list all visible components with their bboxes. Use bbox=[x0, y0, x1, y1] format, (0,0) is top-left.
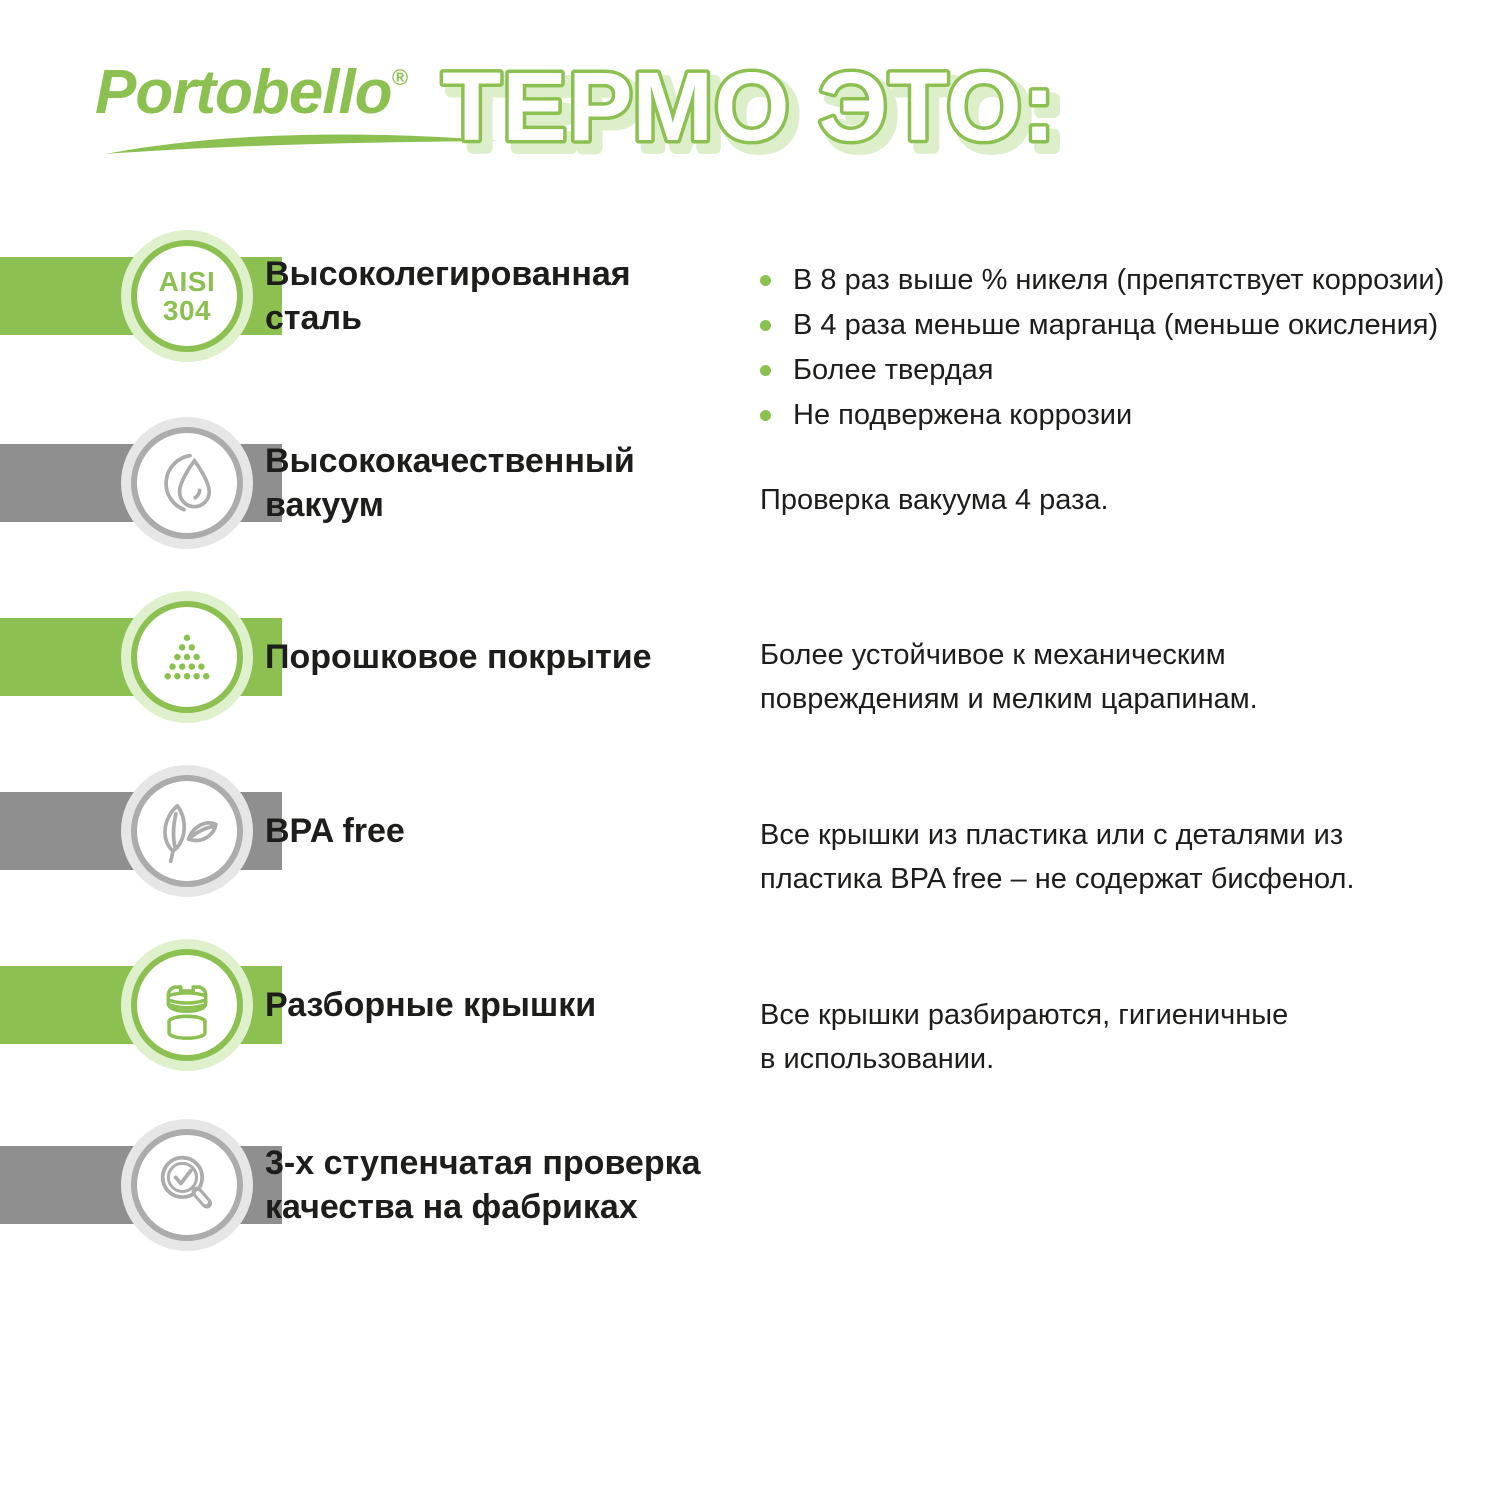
feature-title: 3-х ступенчатая проверка качества на фаб… bbox=[265, 1144, 701, 1226]
bullet-item: В 8 раз выше % никеля (препятствует корр… bbox=[760, 258, 1444, 303]
powder-badge bbox=[121, 591, 253, 723]
bullet-text: Не подвержена коррозии bbox=[793, 399, 1133, 431]
magnifier-check-icon bbox=[160, 1155, 213, 1209]
feature-title: Разборные крышки bbox=[265, 986, 597, 1024]
bullet-item: Более твердая bbox=[760, 348, 1444, 393]
badge-circle bbox=[131, 949, 243, 1061]
aisi-304-label: AISI 304 bbox=[159, 267, 215, 325]
powder-dots-icon bbox=[164, 634, 210, 680]
portobello-logo-text: Portobello® bbox=[95, 62, 501, 124]
water-drop-icon bbox=[164, 453, 212, 512]
bpa-badge bbox=[121, 765, 253, 897]
logo-swoosh-icon bbox=[105, 134, 497, 154]
feature-description: Более устойчивое к механическим поврежде… bbox=[760, 639, 1258, 715]
badge-circle bbox=[131, 775, 243, 887]
leaves-icon bbox=[163, 803, 218, 864]
vacuum-badge bbox=[121, 417, 253, 549]
bullet-item: Не подвержена коррозии bbox=[760, 393, 1444, 438]
feature-description: Все крышки из пластика или с деталями из… bbox=[760, 819, 1355, 895]
bullet-text: Более твердая bbox=[793, 354, 994, 386]
badge-circle bbox=[131, 427, 243, 539]
badge-circle bbox=[131, 1129, 243, 1241]
bullet-dot bbox=[760, 320, 771, 331]
feature-title: Высококачественный вакуум bbox=[265, 442, 635, 524]
portobello-logo: Portobello® bbox=[95, 62, 501, 158]
page-title-art: ТЕРМО ЭТО: ТЕРМО ЭТО: bbox=[439, 49, 1070, 176]
bullet-text: В 4 раза меньше марганца (меньше окислен… bbox=[793, 309, 1439, 341]
feature-description: Проверка вакуума 4 раза. bbox=[760, 484, 1109, 516]
bullet-dot bbox=[760, 275, 771, 286]
feature-title: BPA free bbox=[265, 812, 405, 850]
bullet-dot bbox=[760, 410, 771, 421]
quality-badge bbox=[121, 1119, 253, 1251]
page-title: ТЕРМО ЭТО: bbox=[442, 52, 1056, 161]
feature-bullet-list: В 8 раз выше % никеля (препятствует корр… bbox=[760, 258, 1444, 438]
page-title-glow: ТЕРМО ЭТО: bbox=[450, 60, 1064, 169]
bullet-item: В 4 раза меньше марганца (меньше окислен… bbox=[760, 303, 1444, 348]
feature-description: Все крышки разбираются, гигиеничные в ис… bbox=[760, 999, 1289, 1075]
aisi-line1: AISI bbox=[158, 266, 216, 297]
registered-mark: ® bbox=[391, 65, 408, 90]
feature-title: Порошковое покрытие bbox=[265, 638, 652, 676]
badge-circle: AISI 304 bbox=[131, 240, 243, 352]
aisi-line2: 304 bbox=[162, 295, 212, 326]
lid-parts-icon bbox=[166, 985, 208, 1040]
lids-badge bbox=[121, 939, 253, 1071]
feature-title: Высоколегированная сталь bbox=[265, 255, 631, 337]
bullet-dot bbox=[760, 365, 771, 376]
aisi-304-badge: AISI 304 bbox=[121, 230, 253, 362]
badge-circle bbox=[131, 601, 243, 713]
brand-name: Portobello bbox=[95, 58, 393, 127]
bullet-text: В 8 раз выше % никеля (препятствует корр… bbox=[793, 264, 1445, 296]
